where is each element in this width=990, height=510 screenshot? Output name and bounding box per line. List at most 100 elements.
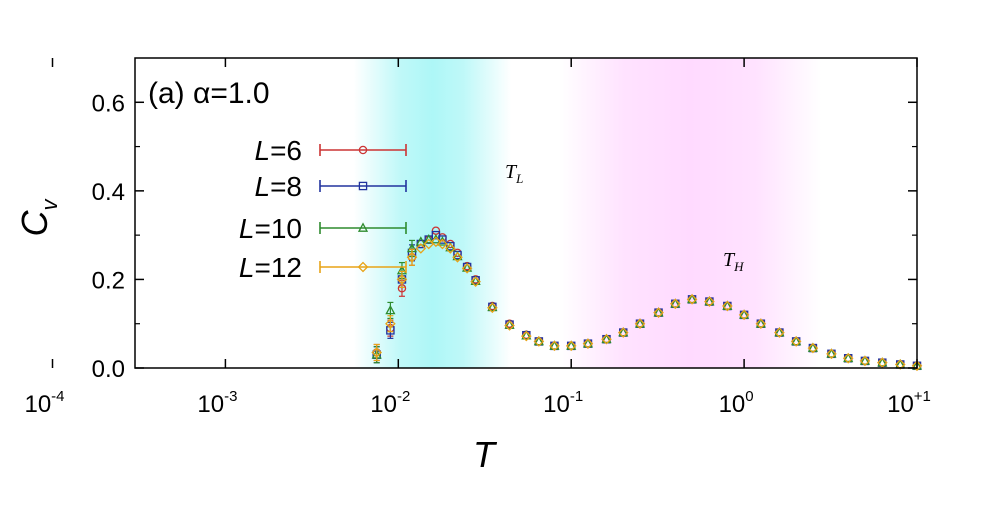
data-point (653, 307, 664, 317)
y-tick-label: 0.6 (92, 90, 125, 117)
data-point (445, 241, 456, 252)
panel-label: (a) α=1.0 (148, 77, 270, 110)
data-point (755, 318, 767, 330)
x-tick-label-exponent: -2 (397, 388, 410, 405)
data-point (533, 335, 544, 346)
legend-label: L=6 (254, 135, 302, 166)
plot-frame (134, 57, 918, 369)
data-point (396, 274, 408, 285)
data-point (437, 238, 448, 250)
data-point (371, 347, 383, 358)
data-point (686, 294, 698, 305)
legend-label: L=8 (254, 171, 302, 202)
data-point (894, 359, 906, 370)
tick-labels: 0.00.20.40.610-4 10-3 10-2 10-1 100 10+1 (24, 90, 930, 418)
data-points (371, 226, 923, 372)
data-point (686, 293, 698, 304)
data-point (738, 309, 750, 321)
data-point (504, 320, 515, 331)
data-point (406, 251, 418, 263)
data-point (877, 357, 888, 367)
legend-marker (358, 181, 368, 191)
x-tick-label: 10-4 (24, 388, 64, 418)
x-tick-label-exponent: -4 (51, 388, 64, 405)
data-point (520, 330, 532, 342)
data-point (722, 300, 733, 312)
data-point (358, 145, 368, 155)
legend-marker (357, 261, 369, 273)
data-point (911, 360, 923, 372)
data-point (911, 360, 923, 370)
data-point (431, 230, 441, 240)
data-point (601, 333, 612, 345)
region-label-sub: L (515, 171, 523, 186)
x-tick-label: 10-2 (370, 388, 410, 418)
data-point (430, 236, 442, 248)
data-point (634, 318, 646, 330)
data-point (549, 340, 560, 350)
data-point (357, 222, 369, 232)
x-tick-label: 10+1 (887, 388, 931, 418)
data-point (452, 251, 463, 263)
axis-ticks (51, 58, 918, 369)
data-point (521, 330, 532, 340)
data-point (549, 340, 560, 352)
y-tick-label: 0.4 (92, 179, 125, 206)
data-point (704, 296, 715, 306)
x-tick-label-base: 10 (370, 391, 397, 418)
data-point (452, 250, 463, 261)
data-point (669, 298, 681, 310)
y-tick-label: 0.0 (92, 356, 125, 383)
legend-label-value: =10 (255, 213, 303, 244)
x-tick-label-base: 10 (197, 391, 224, 418)
shaded-region (558, 58, 822, 368)
x-tick-label-exponent: -3 (224, 388, 237, 405)
x-axis-title: T (473, 434, 498, 475)
y-axis-title-sub: v (37, 198, 62, 211)
legend-marker (358, 145, 368, 155)
data-point (487, 302, 498, 314)
legend-label-prefix: L (254, 135, 270, 166)
data-point (842, 352, 854, 364)
data-point (358, 181, 368, 191)
legend-label: L=12 (239, 252, 302, 283)
legend-label-value: =6 (270, 135, 302, 166)
data-point (582, 338, 594, 349)
data-point (843, 352, 854, 363)
shaded-region (353, 58, 512, 368)
x-tick-label-exponent: +1 (914, 388, 931, 405)
data-point (470, 276, 481, 287)
data-point (670, 298, 681, 308)
legend-label-prefix: L (239, 252, 255, 283)
data-point (423, 234, 434, 244)
x-tick-label-exponent: -1 (570, 388, 583, 405)
legend: L=6L=8L=10L=12 (239, 135, 407, 283)
region-label-main: T (723, 249, 736, 271)
data-point (462, 262, 473, 272)
data-point (859, 355, 871, 367)
data-point (415, 236, 426, 246)
x-tick-label-base: 10 (24, 391, 51, 418)
data-point (791, 335, 802, 346)
data-point (445, 243, 456, 254)
data-point (704, 296, 715, 307)
y-axis-title: Cv (14, 198, 62, 237)
legend-label-value: =12 (255, 252, 303, 283)
data-point (357, 261, 369, 273)
data-point (774, 327, 785, 338)
series-12 (371, 236, 923, 372)
shaded-regions (353, 58, 822, 368)
region-label-main: T (505, 161, 518, 183)
x-tick-label: 100 (719, 388, 754, 418)
legend-label: L=10 (239, 213, 302, 244)
legend-label-value: =8 (270, 171, 302, 202)
data-point (601, 333, 612, 344)
x-tick-label-base: 10 (543, 391, 570, 418)
y-tick-label: 0.2 (92, 267, 125, 294)
svg-text:Cv: Cv (14, 198, 62, 237)
data-point (653, 307, 664, 318)
x-tick-label: 10-1 (543, 388, 583, 418)
data-point (566, 340, 577, 350)
